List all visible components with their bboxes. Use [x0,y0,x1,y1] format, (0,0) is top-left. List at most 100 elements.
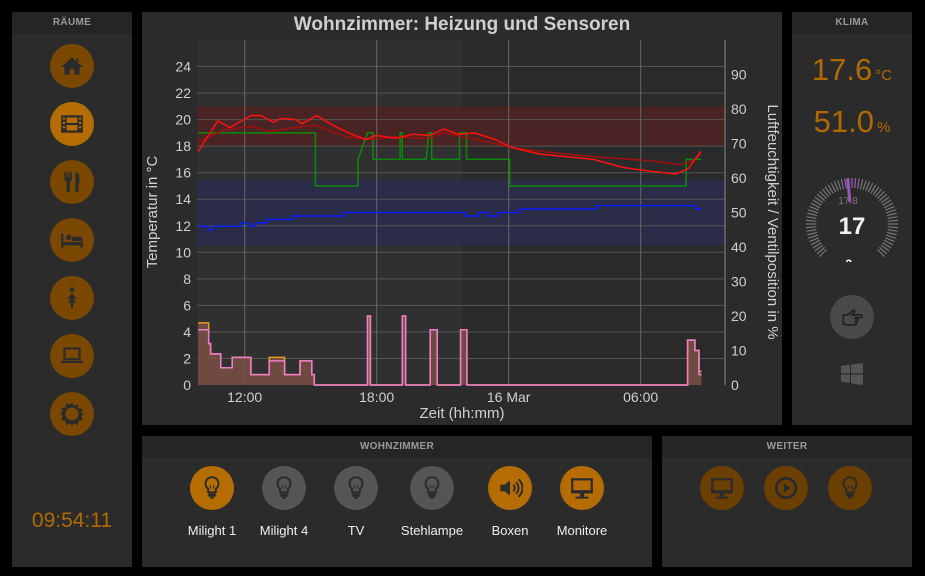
gauge-tick [880,196,890,204]
device-button-2[interactable] [334,466,378,510]
series-area-0 [198,316,702,385]
temperature-readout: 17.6 °C [792,52,912,88]
gauge-tick [857,178,860,189]
series-line-6 [197,114,702,175]
device-label: Monitore [556,523,608,538]
y2-tick-label: 50 [731,205,747,221]
gauge-tick [806,219,817,222]
series-line-5 [197,124,702,166]
device-label: Milight 1 [187,523,237,538]
gauge-tick [874,188,883,198]
chart-title: Wohnzimmer: Heizung und Sensoren [294,14,630,35]
chart-panel: Wohnzimmer: Heizung und Sensoren Tempera… [142,12,782,425]
room-bathroom-button[interactable] [50,276,94,320]
gauge-tick [883,239,894,246]
y2-tick-label: 70 [731,136,747,152]
gauge-tick [819,249,827,257]
film-icon [61,115,83,133]
weiter-button-0[interactable] [700,466,744,510]
lightbulb-icon [276,476,292,499]
mode-manual-button[interactable] [830,295,874,339]
gauge-tick [827,184,834,194]
gauge-tick [809,237,819,243]
y-tick-label: 18 [175,138,191,154]
device-button-5[interactable] [560,466,604,510]
home-icon [61,57,83,75]
wohnzimmer-header: WOHNZIMMER [142,436,652,458]
gauge-tick [882,242,892,249]
gauge-tick [886,231,897,236]
y-tick-label: 12 [175,218,191,234]
lightbulb-icon [348,476,364,499]
y2-tick-label: 40 [731,239,747,255]
windows-icon[interactable] [840,362,864,386]
gauge-tick [821,188,830,198]
rooms-panel: RÄUME 09:54:11 [12,12,132,567]
room-outside-button[interactable] [50,392,94,436]
y-tick-label: 0 [183,377,191,393]
gauge-tick [887,226,898,229]
device-label: TV [347,523,365,538]
y2-tick-label: 30 [731,274,747,290]
device-button-1[interactable] [262,466,306,510]
gauge-tick [816,246,826,255]
speaker-icon [500,478,523,498]
humidity-value: 51.0 [813,104,874,139]
monitor-icon [711,478,733,499]
weiter-panel: WEITER [662,436,912,567]
gauge-tick [887,216,898,219]
gauge-tick [806,216,817,219]
weiter-button-2[interactable] [828,466,872,510]
clock: 09:54:11 [31,509,113,532]
room-office-button[interactable] [50,334,94,378]
gauge-tick [854,178,857,189]
gauge-tick [844,178,847,189]
series-line-2 [198,315,702,386]
gauge-setpoint-marker [846,178,852,203]
laptop-icon [61,347,83,364]
gauge-tick [867,182,874,193]
gauge-tick [878,193,888,202]
gauge-tick [862,180,867,190]
room-home-button[interactable] [50,44,94,88]
device-button-4[interactable] [488,466,532,510]
room-kitchen-button[interactable] [50,160,94,204]
gauge-tick [872,186,880,196]
room-film-button[interactable] [50,102,94,146]
gauge-tick [880,244,890,252]
room-bedroom-button[interactable] [50,218,94,262]
gauge-tick [840,179,845,190]
temperature-unit: °C [875,67,893,84]
plot-band-y [197,106,725,147]
rooms-header: RÄUME [12,12,132,34]
heating-chart: Wohnzimmer: Heizung und Sensoren Tempera… [144,14,781,422]
woman-icon [67,287,77,309]
gauge-tick [877,249,885,257]
y-axis-label: Temperatur in °C [144,155,161,268]
hand-pointer-icon [842,309,863,326]
device-button-0[interactable] [190,466,234,510]
series-line-3 [198,204,702,231]
device-button-3[interactable] [410,466,454,510]
gauge-tick [808,209,818,214]
gauge-tick [886,234,896,239]
gauge-tick [806,229,817,232]
y-tick-label: 8 [183,271,191,287]
y2-tick-label: 10 [731,343,747,359]
y-tick-label: 20 [175,112,191,128]
y2-tick-label: 20 [731,308,747,324]
thermostat-gauge[interactable]: 17.8 17 3% [792,162,912,262]
monitor-icon [571,478,593,499]
y2-tick-label: 0 [731,377,739,393]
y-tick-label: 6 [183,297,191,313]
play-icon [774,476,798,500]
bed-icon [61,233,83,248]
gauge-tick [870,184,877,194]
lightbulb-icon [424,476,440,499]
weiter-button-1[interactable] [764,466,808,510]
device-label: Stehlampe [400,523,464,538]
gauge-tick [810,239,821,246]
gauge-tick [877,191,885,199]
device-label: Milight 4 [259,523,309,538]
y2-axis-label: Luftfeuchtigkeit / Ventilposition in % [764,104,781,339]
